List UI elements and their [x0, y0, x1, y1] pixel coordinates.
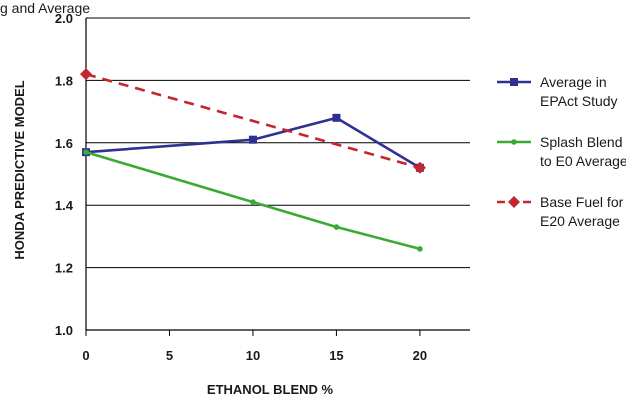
series-line-2 [85, 150, 421, 251]
data-point [413, 161, 426, 174]
y-tick-label: 1.0 [55, 323, 73, 338]
x-tick-label: 0 [82, 348, 89, 363]
legend-swatch-marker [510, 78, 518, 86]
x-tick-label: 5 [166, 348, 173, 363]
series-line-3 [85, 72, 421, 170]
y-tick-label: 2.0 [55, 11, 73, 26]
y-tick-labels: 1.0 1.2 1.4 1.6 1.8 2.0 [55, 11, 74, 338]
legend-label: EPAct Study [540, 93, 618, 109]
x-tick-label: 10 [246, 348, 260, 363]
data-point [417, 246, 423, 252]
data-point [332, 113, 341, 122]
legend-swatch-marker [508, 196, 520, 208]
y-tick-label: 1.2 [55, 261, 73, 276]
chart-caption-fragment: g and Average [0, 0, 91, 16]
data-point [80, 68, 92, 81]
legend: Average in EPAct Study Splash Blend to E0 A… [497, 74, 626, 229]
legend-swatch-marker [511, 139, 517, 145]
legend-label: Average in [540, 74, 607, 90]
legend-label: E20 Average [540, 213, 620, 229]
x-tick-label: 20 [413, 348, 427, 363]
x-tick-labels: 0 5 10 15 20 [82, 348, 427, 363]
data-point [250, 199, 256, 205]
x-tick-label: 15 [329, 348, 343, 363]
gridlines [86, 17, 470, 331]
axes [85, 18, 470, 336]
data-point [333, 224, 340, 230]
y-tick-label: 1.4 [55, 198, 74, 213]
legend-label: Splash Blend [540, 134, 623, 150]
y-tick-label: 1.8 [55, 73, 73, 88]
series-group [80, 68, 426, 252]
y-tick-label: 1.6 [55, 136, 73, 151]
series-line-1 [85, 116, 421, 169]
legend-label: to E0 Average [540, 153, 626, 169]
data-point [83, 149, 89, 155]
legend-label: Base Fuel for [540, 194, 624, 210]
data-point [248, 135, 257, 144]
y-axis-title: HONDA PREDICTIVE MODEL [12, 80, 27, 259]
x-axis-title: ETHANOL BLEND % [207, 382, 334, 397]
